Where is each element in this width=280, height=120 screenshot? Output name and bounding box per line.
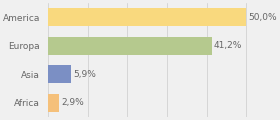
Bar: [48, 94, 59, 112]
Bar: [48, 8, 246, 26]
Text: 5,9%: 5,9%: [73, 70, 96, 79]
Bar: [48, 65, 71, 83]
Bar: [48, 37, 211, 55]
Text: 41,2%: 41,2%: [213, 41, 242, 50]
Text: 2,9%: 2,9%: [61, 98, 84, 107]
Text: 50,0%: 50,0%: [248, 13, 277, 22]
